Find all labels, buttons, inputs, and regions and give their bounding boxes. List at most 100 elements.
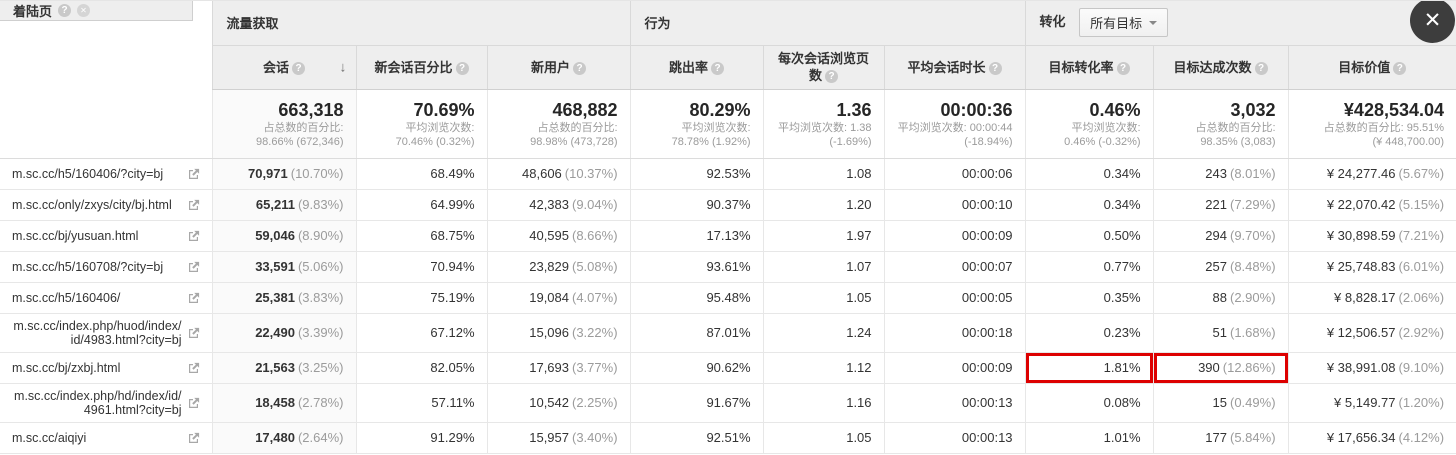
sort-descending-icon[interactable] xyxy=(340,59,347,76)
summary-goal-completions: 3,032 占总数的百分比: 98.35% (3,083) xyxy=(1152,89,1289,159)
help-icon[interactable] xyxy=(711,61,725,75)
landing-page-link[interactable]: m.sc.cc/bj/zxbj.html xyxy=(12,360,121,375)
goal-selector-value: 所有目标 xyxy=(1090,16,1143,32)
open-in-new-icon[interactable] xyxy=(182,397,200,409)
landing-page-link[interactable]: m.sc.cc/only/zxys/city/bj.html xyxy=(12,197,172,212)
landing-page-link[interactable]: m.sc.cc/index.php/huod/index/id/4983.htm… xyxy=(13,318,182,347)
bounce-rate-cell: 92.51% xyxy=(629,422,764,454)
landing-page-cell: m.sc.cc/only/zxys/city/bj.html xyxy=(0,189,212,221)
new-session-pct-cell: 82.05% xyxy=(355,352,487,384)
help-icon[interactable] xyxy=(573,61,587,75)
sessions-cell: 17,480 (2.64%) xyxy=(211,422,356,454)
pages-per-session-cell: 1.05 xyxy=(762,422,885,454)
goal-value-cell: ¥ 25,748.83 (6.01%) xyxy=(1287,251,1456,283)
new-session-pct-cell: 70.94% xyxy=(355,251,487,283)
table-row: m.sc.cc/bj/zxbj.html 21,563 (3.25%) 82.05% 1… xyxy=(0,352,1456,384)
open-in-new-icon[interactable] xyxy=(182,327,200,339)
avg-session-duration-cell: 00:00:05 xyxy=(883,282,1026,314)
open-in-new-icon[interactable] xyxy=(182,362,200,374)
open-in-new-icon[interactable] xyxy=(182,230,200,242)
help-icon[interactable] xyxy=(1393,61,1407,75)
landing-page-link[interactable]: m.sc.cc/aiqiyi xyxy=(12,430,87,445)
sessions-cell: 25,381 (3.83%) xyxy=(211,282,356,314)
landing-page-cell: m.sc.cc/h5/160406/ xyxy=(0,282,212,314)
landing-page-link[interactable]: m.sc.cc/h5/160406/ xyxy=(12,290,121,305)
goal-completions-cell: 390 (12.86%) xyxy=(1152,352,1289,384)
help-icon[interactable] xyxy=(455,61,469,75)
landing-page-header-label: 着陆页 xyxy=(13,4,53,19)
goal-completions-cell: 221 (7.29%) xyxy=(1152,189,1289,221)
close-button[interactable] xyxy=(1410,1,1455,43)
table-row: m.sc.cc/h5/160708/?city=bj 33,591 (5.06%) 7… xyxy=(0,251,1456,283)
summary-goal-value: ¥428,534.04 占总数的百分比: 95.51% (¥ 448,700.0… xyxy=(1287,89,1456,159)
group-acquisition: 流量获取 xyxy=(211,1,631,46)
landing-page-link[interactable]: m.sc.cc/index.php/hd/index/id/4961.html?… xyxy=(14,388,182,417)
open-in-new-icon[interactable] xyxy=(182,199,200,211)
avg-session-duration-cell: 00:00:13 xyxy=(883,383,1026,423)
column-header-avg-session-duration[interactable]: 平均会话时长 xyxy=(883,45,1026,90)
column-header-pages-per-session[interactable]: 每次会话浏览页数 xyxy=(762,45,885,90)
new-users-cell: 23,829 (5.08%) xyxy=(486,251,631,283)
column-header-goal-completions[interactable]: 目标达成次数 xyxy=(1152,45,1289,90)
goal-selector-dropdown[interactable]: 所有目标 xyxy=(1079,8,1169,38)
goal-completions-cell: 51 (1.68%) xyxy=(1152,313,1289,353)
table-row: m.sc.cc/index.php/hd/index/id/4961.html?… xyxy=(0,383,1456,423)
sessions-cell: 33,591 (5.06%) xyxy=(211,251,356,283)
column-header-new-session-pct[interactable]: 新会话百分比 xyxy=(355,45,487,90)
column-header-goal-value[interactable]: 目标价值 xyxy=(1287,45,1456,90)
summary-avg-session-duration: 00:00:36 平均浏览次数: 00:00:44 (-18.94%) xyxy=(883,89,1026,159)
goal-conversion-rate-cell: 0.08% xyxy=(1024,383,1154,423)
avg-session-duration-cell: 00:00:09 xyxy=(883,220,1026,252)
help-icon[interactable] xyxy=(1116,61,1130,75)
group-behavior: 行为 xyxy=(629,1,1026,46)
open-in-new-icon[interactable] xyxy=(182,168,200,180)
bounce-rate-cell: 87.01% xyxy=(629,313,764,353)
goal-completions-cell: 88 (2.90%) xyxy=(1152,282,1289,314)
help-icon[interactable] xyxy=(58,4,72,17)
landing-page-link[interactable]: m.sc.cc/bj/yusuan.html xyxy=(12,228,139,243)
column-header-bounce-rate[interactable]: 跳出率 xyxy=(629,45,764,90)
column-header-goal-conversion-rate[interactable]: 目标转化率 xyxy=(1024,45,1154,90)
goal-completions-cell: 177 (5.84%) xyxy=(1152,422,1289,454)
new-users-cell: 48,606 (10.37%) xyxy=(486,158,631,190)
open-in-new-icon[interactable] xyxy=(182,261,200,273)
landing-page-cell: m.sc.cc/bj/yusuan.html xyxy=(0,220,212,252)
help-icon[interactable] xyxy=(825,70,839,84)
help-icon[interactable] xyxy=(1254,61,1268,75)
landing-page-link[interactable]: m.sc.cc/h5/160406/?city=bj xyxy=(12,166,164,181)
help-icon[interactable] xyxy=(292,61,305,75)
table-row: m.sc.cc/index.php/huod/index/id/4983.htm… xyxy=(0,313,1456,353)
goal-completions-cell: 257 (8.48%) xyxy=(1152,251,1289,283)
help-icon[interactable] xyxy=(988,61,1002,75)
goal-value-cell: ¥ 38,991.08 (9.10%) xyxy=(1287,352,1456,384)
open-in-new-icon[interactable] xyxy=(182,292,200,304)
bounce-rate-cell: 92.53% xyxy=(629,158,764,190)
table-row: m.sc.cc/h5/160406/?city=bj 70,971 (10.70%)… xyxy=(0,158,1456,190)
goal-conversion-rate-cell: 0.34% xyxy=(1024,158,1154,190)
pages-per-session-cell: 1.24 xyxy=(762,313,885,353)
goal-value-cell: ¥ 22,070.42 (5.15%) xyxy=(1287,189,1456,221)
sessions-cell: 59,046 (8.90%) xyxy=(211,220,356,252)
pages-per-session-cell: 1.20 xyxy=(762,189,885,221)
summary-row: 663,318 占总数的百分比: 98.66% (672,346) 70.69%… xyxy=(0,89,1456,159)
bounce-rate-cell: 93.61% xyxy=(629,251,764,283)
bounce-rate-cell: 95.48% xyxy=(629,282,764,314)
column-header-new-users[interactable]: 新用户 xyxy=(486,45,631,90)
pages-per-session-cell: 1.16 xyxy=(762,383,885,423)
new-users-cell: 15,096 (3.22%) xyxy=(486,313,631,353)
open-in-new-icon[interactable] xyxy=(182,432,200,444)
landing-page-link[interactable]: m.sc.cc/h5/160708/?city=bj xyxy=(12,259,164,274)
avg-session-duration-cell: 00:00:07 xyxy=(883,251,1026,283)
remove-dimension-icon[interactable] xyxy=(77,4,91,17)
goal-value-cell: ¥ 5,149.77 (1.20%) xyxy=(1287,383,1456,423)
new-users-cell: 17,693 (3.77%) xyxy=(486,352,631,384)
avg-session-duration-cell: 00:00:06 xyxy=(883,158,1026,190)
bounce-rate-cell: 90.37% xyxy=(629,189,764,221)
goal-conversion-rate-cell: 0.50% xyxy=(1024,220,1154,252)
landing-page-cell: m.sc.cc/h5/160406/?city=bj xyxy=(0,158,212,190)
group-behavior-label: 行为 xyxy=(644,16,671,32)
column-header-sessions[interactable]: 会话 xyxy=(211,45,356,90)
avg-session-duration-cell: 00:00:18 xyxy=(883,313,1026,353)
landing-page-header: 着陆页 xyxy=(0,1,212,89)
new-session-pct-cell: 64.99% xyxy=(355,189,487,221)
